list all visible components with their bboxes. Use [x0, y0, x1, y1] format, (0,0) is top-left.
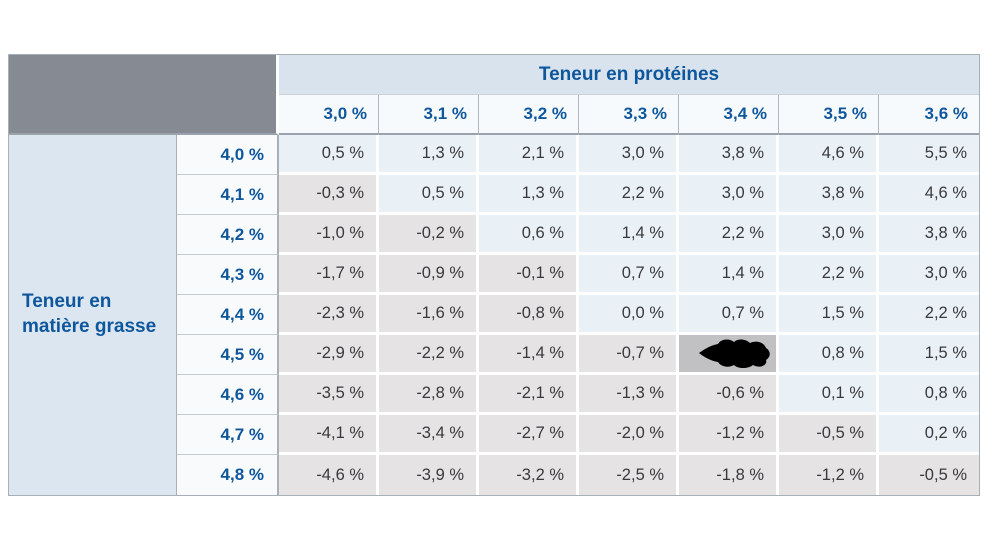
value-cell: 4,6 %	[879, 175, 979, 215]
value-cell: -2,7 %	[479, 415, 579, 455]
value-cell: 3,8 %	[679, 135, 779, 175]
value-cell: -1,6 %	[379, 295, 479, 335]
value-cell: -4,1 %	[279, 415, 379, 455]
value-cell: 3,0 %	[679, 175, 779, 215]
value-cell: 0,8 %	[879, 375, 979, 415]
value-cell: 3,0 %	[579, 135, 679, 175]
value-cell: -2,9 %	[279, 335, 379, 375]
protein-col-header: 3,4 %	[679, 95, 779, 135]
protein-col-header: 3,2 %	[479, 95, 579, 135]
redaction-scribble-icon	[699, 339, 770, 368]
value-cell: -3,4 %	[379, 415, 479, 455]
value-cell: 2,2 %	[679, 215, 779, 255]
protein-fat-table: Teneur en protéines 3,0 % 3,1 % 3,2 % 3,3 %…	[8, 54, 980, 496]
value-cell: -0,1 %	[479, 255, 579, 295]
table-row: 4,4 % -2,3 % -1,6 % -0,8 % 0,0 % 0,7 % 1,5 % 2,…	[9, 295, 979, 335]
value-cell: 1,5 %	[879, 335, 979, 375]
value-cell: 1,3 %	[479, 175, 579, 215]
table-row: 4,6 % -3,5 % -2,8 % -2,1 % -1,3 % -0,6 % 0,1 %…	[9, 375, 979, 415]
value-cell: -2,3 %	[279, 295, 379, 335]
value-cell: 1,4 %	[579, 215, 679, 255]
value-cell: 0,8 %	[779, 335, 879, 375]
value-cell: 3,8 %	[779, 175, 879, 215]
value-cell: 3,0 %	[879, 255, 979, 295]
value-cell: -0,6 %	[679, 375, 779, 415]
table-row: 4,8 % -4,6 % -3,9 % -3,2 % -2,5 % -1,8 % -1,2 …	[9, 455, 979, 495]
value-cell: -1,3 %	[579, 375, 679, 415]
value-cell: 0,5 %	[379, 175, 479, 215]
fat-row-label: 4,2 %	[177, 215, 279, 255]
table-row: 4,7 % -4,1 % -3,4 % -2,7 % -2,0 % -1,2 % -0,5 …	[9, 415, 979, 455]
value-cell: -1,7 %	[279, 255, 379, 295]
value-cell: -2,1 %	[479, 375, 579, 415]
fat-row-label: 4,8 %	[177, 455, 279, 495]
value-cell: -2,8 %	[379, 375, 479, 415]
protein-group-header: Teneur en protéines	[279, 55, 979, 95]
corner-block	[9, 55, 279, 135]
table-row: 4,3 % -1,7 % -0,9 % -0,1 % 0,7 % 1,4 % 2,2 % 3,…	[9, 255, 979, 295]
value-cell: -2,0 %	[579, 415, 679, 455]
value-cell: -1,2 %	[679, 415, 779, 455]
value-cell: -2,2 %	[379, 335, 479, 375]
fat-row-label: 4,0 %	[177, 135, 279, 175]
table-row: 4,5 % -2,9 % -2,2 % -1,4 % -0,7 % 0,8 % 1,5 %	[9, 335, 979, 375]
value-cell: 0,7 %	[579, 255, 679, 295]
value-cell: 1,3 %	[379, 135, 479, 175]
value-cell: -2,5 %	[579, 455, 679, 495]
fat-row-label: 4,7 %	[177, 415, 279, 455]
table-row: Teneur en matière grasse 4,0 % 0,5 % 1,3 % 2…	[9, 135, 979, 495]
value-cell: -0,3 %	[279, 175, 379, 215]
col-header-row: 3,0 % 3,1 % 3,2 % 3,3 % 3,4 % 3,5 % 3,6 %	[9, 95, 979, 135]
value-cell: -1,4 %	[479, 335, 579, 375]
value-cell: -0,5 %	[879, 455, 979, 495]
value-cell: -1,2 %	[779, 455, 879, 495]
value-cell: 0,0 %	[579, 295, 679, 335]
value-cell: 3,0 %	[779, 215, 879, 255]
value-cell: -3,5 %	[279, 375, 379, 415]
fat-row-label: 4,6 %	[177, 375, 279, 415]
milk-content-table-container: Teneur en protéines 3,0 % 3,1 % 3,2 % 3,3 %…	[8, 54, 980, 496]
value-cell: 0,5 %	[279, 135, 379, 175]
redacted-value-cell	[679, 335, 779, 375]
value-cell: 2,2 %	[579, 175, 679, 215]
value-cell: 2,2 %	[779, 255, 879, 295]
value-cell: -1,8 %	[679, 455, 779, 495]
protein-col-header: 3,6 %	[879, 95, 979, 135]
protein-col-header: 3,3 %	[579, 95, 679, 135]
fat-row-label: 4,3 %	[177, 255, 279, 295]
value-cell: -0,8 %	[479, 295, 579, 335]
protein-col-header: 3,0 %	[279, 95, 379, 135]
fat-row-label: 4,5 %	[177, 335, 279, 375]
protein-col-header: 3,1 %	[379, 95, 479, 135]
fat-row-label: 4,1 %	[177, 175, 279, 215]
value-cell: -0,7 %	[579, 335, 679, 375]
band-row: Teneur en protéines	[9, 55, 979, 135]
value-cell: -4,6 %	[279, 455, 379, 495]
value-cell: -0,5 %	[779, 415, 879, 455]
value-cell: 3,8 %	[879, 215, 979, 255]
value-cell: -1,0 %	[279, 215, 379, 255]
value-cell: -3,2 %	[479, 455, 579, 495]
table-row: 4,2 % -1,0 % -0,2 % 0,6 % 1,4 % 2,2 % 3,0 % 3,8…	[9, 215, 979, 255]
value-cell: 2,1 %	[479, 135, 579, 175]
value-cell: -0,2 %	[379, 215, 479, 255]
value-cell: 4,6 %	[779, 135, 879, 175]
value-cell: -3,9 %	[379, 455, 479, 495]
protein-col-header: 3,5 %	[779, 95, 879, 135]
value-cell: 5,5 %	[879, 135, 979, 175]
table-body: Teneur en matière grasse 4,0 % 0,5 % 1,3 % 2…	[9, 135, 979, 495]
value-cell: 0,1 %	[779, 375, 879, 415]
value-cell: 1,4 %	[679, 255, 779, 295]
fat-row-label: 4,4 %	[177, 295, 279, 335]
fat-group-header: Teneur en matière grasse	[9, 135, 177, 495]
table-row: 4,1 % -0,3 % 0,5 % 1,3 % 2,2 % 3,0 % 3,8 % 4,6 …	[9, 175, 979, 215]
value-cell: 1,5 %	[779, 295, 879, 335]
value-cell: -0,9 %	[379, 255, 479, 295]
value-cell: 2,2 %	[879, 295, 979, 335]
value-cell: 0,6 %	[479, 215, 579, 255]
value-cell: 0,7 %	[679, 295, 779, 335]
value-cell: 0,2 %	[879, 415, 979, 455]
